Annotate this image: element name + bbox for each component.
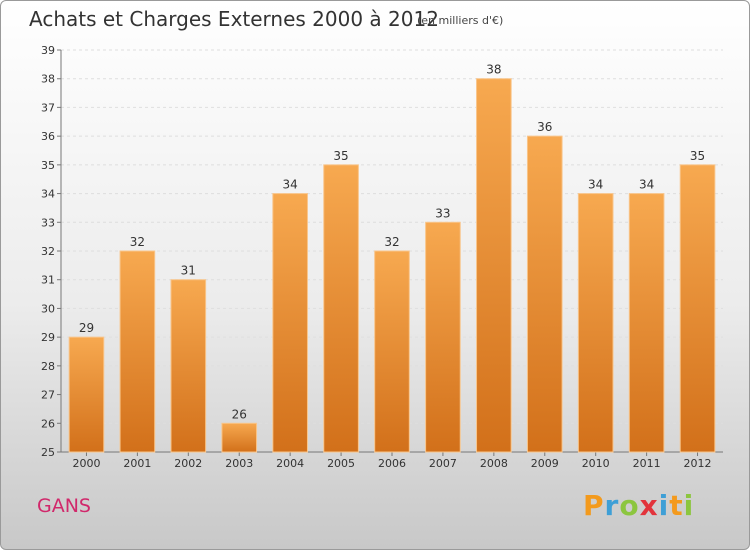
x-tick-label: 2009 — [531, 457, 559, 470]
bars — [68, 78, 716, 453]
bar-2007 — [425, 221, 461, 453]
bar-2008 — [476, 78, 512, 453]
bar-2001 — [119, 250, 156, 453]
bar-2000 — [68, 336, 105, 453]
bar-value-label: 26 — [232, 407, 247, 421]
bar-2002 — [170, 279, 207, 453]
bar-value-label: 33 — [435, 206, 450, 220]
y-tick-label: 36 — [41, 130, 55, 143]
labels: 25 26 27 28 29 30 31 32 33 34 35 36 37 38 39 29 2000 32 20… — [41, 44, 712, 470]
y-tick-label: 35 — [41, 159, 55, 172]
proxiti-logo: Proxiti — [583, 489, 695, 522]
bar-2012 — [679, 164, 716, 453]
bar-2010 — [577, 193, 614, 453]
place-name: GANS — [37, 495, 91, 517]
x-tick-label: 2007 — [429, 457, 457, 470]
y-tick-label: 38 — [41, 73, 55, 86]
bar-2004 — [272, 193, 308, 453]
y-tick-label: 33 — [41, 216, 55, 229]
y-tick-label: 28 — [41, 360, 55, 373]
x-tick-label: 2012 — [684, 457, 712, 470]
x-tick-label: 2001 — [123, 457, 151, 470]
y-tick-label: 37 — [41, 101, 55, 114]
bar-value-label: 34 — [588, 178, 603, 192]
bar-2011 — [628, 193, 665, 453]
y-tick-label: 29 — [41, 331, 55, 344]
y-tick-label: 27 — [41, 389, 55, 402]
bar-2009 — [526, 135, 563, 453]
bar-value-label: 38 — [486, 63, 501, 77]
y-tick-label: 31 — [41, 274, 55, 287]
x-tick-label: 2008 — [480, 457, 508, 470]
x-tick-label: 2010 — [582, 457, 610, 470]
x-tick-label: 2000 — [72, 457, 100, 470]
bar-value-label: 34 — [639, 178, 654, 192]
y-tick-label: 30 — [41, 302, 55, 315]
x-tick-label: 2011 — [633, 457, 661, 470]
bar-value-label: 35 — [333, 149, 348, 163]
bar-2006 — [374, 250, 410, 453]
bar-value-label: 32 — [384, 235, 399, 249]
y-tick-label: 34 — [41, 188, 55, 201]
x-tick-label: 2005 — [327, 457, 355, 470]
y-tick-label: 39 — [41, 44, 55, 57]
y-tick-label: 26 — [41, 417, 55, 430]
chart-title: Achats et Charges Externes 2000 à 2012 — [29, 7, 439, 31]
x-tick-label: 2004 — [276, 457, 304, 470]
bar-value-label: 35 — [690, 149, 705, 163]
chart-subtitle: (en milliers d'€) — [417, 14, 504, 27]
bar-value-label: 29 — [79, 321, 94, 335]
bar-value-label: 36 — [537, 120, 552, 134]
bar-value-label: 34 — [283, 178, 298, 192]
bar-2003 — [221, 422, 258, 453]
x-tick-label: 2003 — [225, 457, 253, 470]
y-tick-label: 32 — [41, 245, 55, 258]
x-tick-label: 2006 — [378, 457, 406, 470]
y-tick-label: 25 — [41, 446, 55, 459]
bar-value-label: 32 — [130, 235, 145, 249]
bar-value-label: 31 — [181, 264, 196, 278]
bar-2005 — [323, 164, 359, 453]
x-tick-label: 2002 — [174, 457, 202, 470]
